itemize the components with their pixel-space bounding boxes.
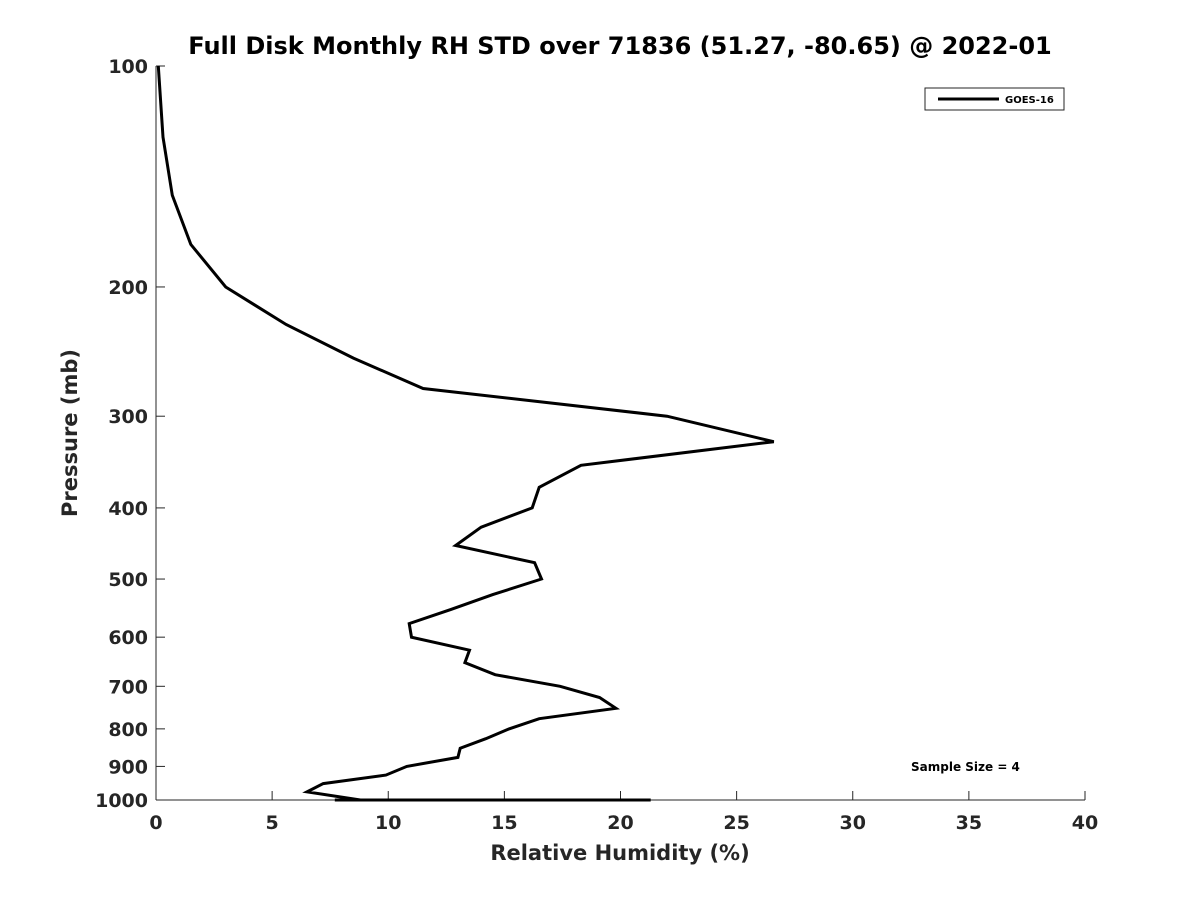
y-axis-label: Pressure (mb) bbox=[58, 349, 82, 517]
y-ticks: 100 200 300 400 500 600 700 800 900 1000 bbox=[95, 56, 165, 812]
y-tick-label: 900 bbox=[108, 756, 148, 778]
x-tick-label: 0 bbox=[149, 812, 162, 834]
y-tick-label: 700 bbox=[108, 676, 148, 698]
y-tick-label: 600 bbox=[108, 627, 148, 649]
y-tick-label: 200 bbox=[108, 277, 148, 299]
x-tick-label: 35 bbox=[956, 812, 982, 834]
x-ticks: 0 5 10 15 20 25 30 35 40 bbox=[149, 791, 1098, 834]
sample-size-annotation: Sample Size = 4 bbox=[911, 760, 1020, 774]
y-tick-label: 1000 bbox=[95, 790, 148, 812]
legend: GOES-16 bbox=[924, 87, 1065, 111]
chart-title: Full Disk Monthly RH STD over 71836 (51.… bbox=[188, 32, 1051, 60]
x-tick-label: 10 bbox=[375, 812, 401, 834]
y-tick-label: 300 bbox=[108, 406, 148, 428]
x-axis-label: Relative Humidity (%) bbox=[490, 841, 749, 865]
plot-area bbox=[155, 66, 1085, 801]
y-tick-label: 500 bbox=[108, 569, 148, 591]
legend-label: GOES-16 bbox=[1005, 95, 1054, 106]
x-tick-label: 25 bbox=[723, 812, 749, 834]
x-tick-label: 15 bbox=[491, 812, 517, 834]
series-group bbox=[156, 65, 775, 802]
x-tick-label: 30 bbox=[840, 812, 866, 834]
y-tick-label: 100 bbox=[108, 56, 148, 78]
x-tick-label: 40 bbox=[1072, 812, 1098, 834]
x-tick-label: 5 bbox=[266, 812, 279, 834]
y-tick-label: 800 bbox=[108, 719, 148, 741]
y-tick-label: 400 bbox=[108, 498, 148, 520]
series-line-goes-16 bbox=[156, 65, 775, 802]
x-tick-label: 20 bbox=[607, 812, 633, 834]
